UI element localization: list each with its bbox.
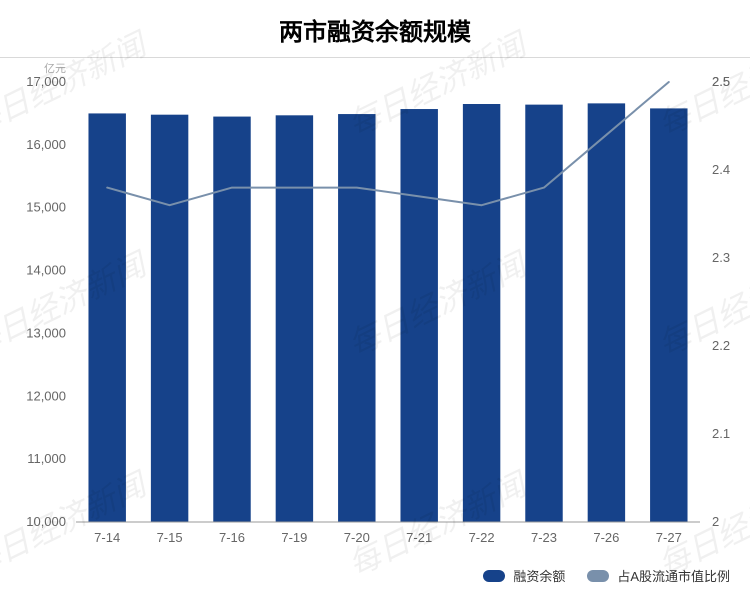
legend-swatch (587, 570, 609, 582)
y-right-tick-label: 2.2 (712, 338, 730, 353)
bar (338, 114, 375, 522)
y-left-tick-label: 14,000 (26, 263, 66, 278)
y-right-tick-label: 2.3 (712, 250, 730, 265)
y-left-tick-label: 16,000 (26, 137, 66, 152)
x-tick-label: 7-23 (531, 530, 557, 545)
chart-title: 两市融资余额规模 (0, 0, 750, 58)
x-tick-label: 7-27 (656, 530, 682, 545)
bar (588, 103, 625, 522)
y-left-tick-label: 17,000 (26, 74, 66, 89)
y-left-tick-label: 13,000 (26, 325, 66, 340)
x-tick-label: 7-21 (406, 530, 432, 545)
x-tick-label: 7-26 (593, 530, 619, 545)
y-left-tick-label: 12,000 (26, 388, 66, 403)
y-right-tick-label: 2.5 (712, 74, 730, 89)
bar (650, 108, 687, 522)
legend-swatch (483, 570, 505, 582)
bar (213, 117, 250, 522)
y-right-tick-label: 2.1 (712, 426, 730, 441)
legend: 融资余额 占A股流通市值比例 (483, 566, 730, 585)
y-left-tick-label: 15,000 (26, 200, 66, 215)
bar (525, 105, 562, 522)
x-tick-label: 7-20 (344, 530, 370, 545)
y-left-tick-label: 10,000 (26, 514, 66, 529)
chart-area: 10,000 11,000 12,000 13,000 14,000 15,000 16,0… (0, 52, 750, 553)
x-tick-label: 7-19 (281, 530, 307, 545)
bar (276, 115, 313, 522)
legend-item: 占A股流通市值比例 (587, 566, 730, 585)
legend-label: 占A股流通市值比例 (617, 566, 730, 585)
x-tick-label: 7-22 (469, 530, 495, 545)
legend-label: 融资余额 (513, 566, 565, 585)
y-left-tick-label: 11,000 (27, 451, 66, 466)
legend-item: 融资余额 (483, 566, 565, 585)
y-right-tick-label: 2 (712, 514, 719, 529)
bar (400, 109, 437, 522)
line-series (107, 82, 669, 205)
bar (88, 113, 125, 522)
bar (463, 104, 500, 522)
x-tick-label: 7-14 (94, 530, 120, 545)
x-tick-label: 7-16 (219, 530, 245, 545)
bar (151, 115, 188, 522)
y-left-unit: 亿元 (44, 62, 66, 75)
chart-svg: 10,000 11,000 12,000 13,000 14,000 15,000 16,0… (0, 52, 750, 552)
x-tick-label: 7-15 (157, 530, 183, 545)
y-right-tick-label: 2.4 (712, 162, 730, 177)
